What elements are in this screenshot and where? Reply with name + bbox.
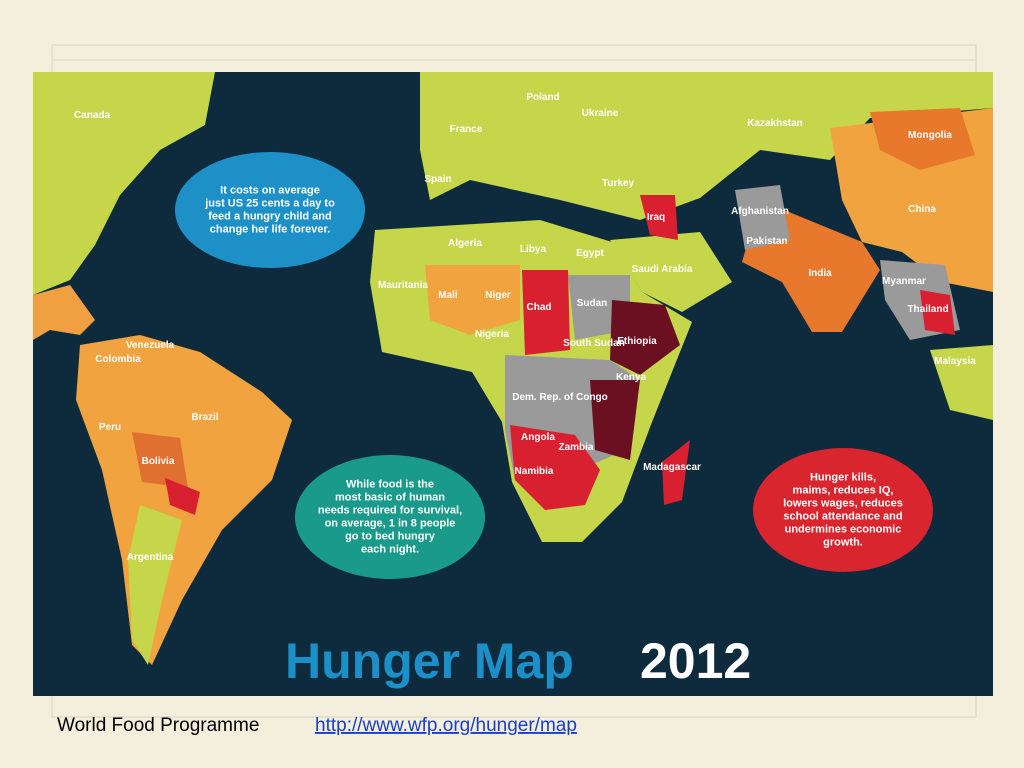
country-label: Niger [485, 290, 511, 301]
iraq [640, 195, 678, 240]
eurasia [420, 72, 993, 220]
country-label: Peru [99, 422, 121, 433]
country-label: Madagascar [643, 462, 701, 473]
callout-text: maims, reduces IQ, [793, 484, 894, 496]
callout-bubble [753, 448, 933, 572]
callout-text: feed a hungry child and [208, 210, 331, 222]
country-label: Colombia [95, 354, 141, 365]
country-label: Pakistan [746, 236, 787, 247]
laos-cambodia [920, 290, 955, 335]
country-label: Iraq [647, 212, 665, 223]
bolivia [132, 432, 188, 488]
mongolia [870, 108, 975, 170]
country-label: Zambia [558, 442, 593, 453]
callout-text: go to bed hungry [345, 530, 436, 542]
country-label: Angola [521, 432, 555, 443]
sahel [425, 265, 520, 335]
callout-text: each night. [361, 543, 419, 555]
callout-text: Hunger kills, [810, 471, 876, 483]
map-title: Hunger Map [285, 633, 574, 689]
map: Canada Kazakhstan Mongolia China India Algeri… [33, 72, 993, 696]
callout-text: change her life forever. [210, 223, 330, 235]
callout-text: on average, 1 in 8 people [325, 517, 456, 529]
country-label: Bolivia [142, 456, 175, 467]
callout-text: school attendance and [783, 510, 902, 522]
madagascar [662, 440, 690, 505]
callout-text: growth. [823, 536, 863, 548]
country-label: Venezuela [126, 340, 175, 351]
country-label: Egypt [576, 248, 604, 259]
caption-source: World Food Programme [57, 715, 259, 736]
caption-link-anchor[interactable]: http://www.wfp.org/hunger/map [315, 715, 577, 736]
country-label: France [450, 124, 483, 135]
country-label: Turkey [602, 178, 634, 189]
country-label: Libya [520, 244, 547, 255]
country-label: Argentina [127, 552, 174, 563]
east-africa [590, 380, 640, 460]
country-label: Chad [527, 302, 552, 313]
country-label: Poland [526, 92, 559, 103]
argentina [128, 505, 182, 665]
country-label: Dem. Rep. of Congo [512, 392, 608, 403]
callout-text: It costs on average [220, 184, 320, 196]
callout-bubble [295, 455, 485, 579]
malaysia-indonesia [930, 345, 993, 420]
callout-bubble [175, 152, 365, 268]
country-label: Kenya [616, 372, 646, 383]
country-label: South Sudan [563, 338, 625, 349]
central-america [33, 285, 95, 340]
map-year: 2012 [640, 633, 751, 689]
country-label: China [908, 204, 936, 215]
country-label: Namibia [515, 466, 554, 477]
north-america [33, 72, 215, 295]
callout-text: just US 25 cents a day to [204, 197, 335, 209]
country-label: Nigeria [475, 329, 509, 340]
country-label: Saudi Arabia [632, 264, 693, 275]
country-label: Ethiopia [617, 336, 657, 347]
callout-text: While food is the [346, 478, 434, 490]
country-label: Mali [438, 290, 458, 301]
country-label: India [808, 268, 832, 279]
country-label: Malaysia [934, 356, 976, 367]
callout-text: most basic of human [335, 491, 445, 503]
country-label: Myanmar [882, 276, 926, 287]
country-label: Canada [74, 110, 111, 121]
country-label: Kazakhstan [747, 118, 803, 129]
southern-africa [510, 425, 600, 510]
country-label: Mauritania [378, 280, 428, 291]
callout-text: lowers wages, reduces [783, 497, 903, 509]
caption-link[interactable]: http://www.wfp.org/hunger/map [315, 715, 577, 736]
afghanistan [735, 185, 790, 250]
country-label: Algeria [448, 238, 482, 249]
country-label: Ukraine [582, 108, 619, 119]
country-label: Thailand [907, 304, 948, 315]
ethiopia [610, 300, 680, 375]
country-label: Spain [424, 174, 451, 185]
country-label: Mongolia [908, 130, 952, 141]
country-label: Brazil [191, 412, 218, 423]
chad [522, 270, 570, 355]
country-label: Sudan [577, 298, 608, 309]
callout-text: needs required for survival, [318, 504, 462, 516]
country-label: Afghanistan [731, 206, 789, 217]
callout-text: undermines economic [785, 523, 902, 535]
paraguay [165, 478, 200, 515]
arabia [610, 232, 732, 312]
